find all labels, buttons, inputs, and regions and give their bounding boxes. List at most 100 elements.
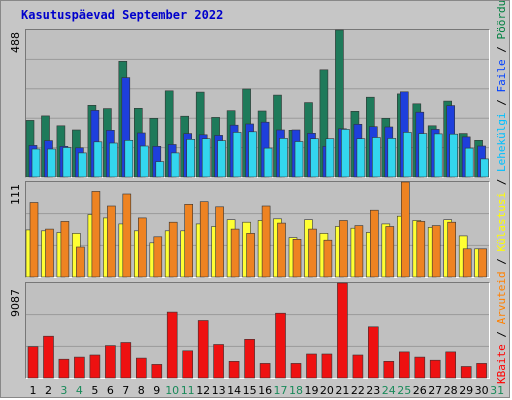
day-label: 28 xyxy=(443,384,458,397)
day-label: 24 xyxy=(381,384,396,397)
pages-bar xyxy=(124,140,134,178)
kbytes-bar xyxy=(58,358,70,379)
day-label: 27 xyxy=(428,384,443,397)
kbytes-bar xyxy=(414,356,426,379)
day-label: 5 xyxy=(91,384,99,397)
pages-bar xyxy=(387,138,397,178)
day-label: 17 xyxy=(273,384,288,397)
day-label: 23 xyxy=(366,384,381,397)
bytes-panel xyxy=(25,282,490,379)
day-label: 9 xyxy=(153,384,161,397)
legend-separator: / xyxy=(495,324,508,345)
legend-entry: KBaite xyxy=(495,344,508,384)
pages-bar xyxy=(47,148,56,178)
sites-bar xyxy=(385,226,395,278)
pages-bar xyxy=(201,138,211,178)
kbytes-bar xyxy=(290,363,302,379)
sites-bar xyxy=(292,239,302,278)
kbytes-bar xyxy=(120,342,132,379)
pages-bar xyxy=(263,147,273,178)
pages-bar xyxy=(325,138,335,178)
sites-bar xyxy=(261,205,271,278)
day-label: 3 xyxy=(60,384,68,397)
day-label: 2 xyxy=(45,384,52,397)
pages-bar xyxy=(341,129,350,178)
kbytes-bar xyxy=(429,359,441,379)
kbytes-bar xyxy=(136,357,147,379)
day-label: 1 xyxy=(29,384,37,397)
pages-bar xyxy=(155,161,165,178)
pages-bar xyxy=(78,152,87,178)
kbytes-bar xyxy=(182,350,193,379)
day-label: 10 xyxy=(165,384,180,397)
day-label: 31 xyxy=(490,384,505,397)
sites-bar xyxy=(168,221,178,278)
pages-bar xyxy=(232,132,242,178)
pages-bar xyxy=(433,133,443,178)
kbytes-bar xyxy=(166,311,178,379)
kbytes-bar xyxy=(460,366,472,379)
pages-bar xyxy=(170,152,180,178)
sites-bar xyxy=(447,221,457,278)
pages-bar xyxy=(418,133,428,178)
pages-bar xyxy=(248,131,257,178)
sites-bar xyxy=(230,228,240,278)
day-label: 14 xyxy=(227,384,242,397)
legend-entry: Faile xyxy=(495,59,508,93)
pages-bar xyxy=(356,138,366,178)
day-label: 22 xyxy=(350,384,365,397)
legend-separator: / xyxy=(495,92,508,113)
kbytes-bar xyxy=(352,354,364,379)
pages-bar xyxy=(449,133,459,178)
day-label: 18 xyxy=(289,384,303,397)
kbytes-bar xyxy=(105,345,116,379)
kbytes-bar xyxy=(476,363,487,379)
legend-separator: / xyxy=(495,251,508,272)
day-label: 12 xyxy=(196,384,211,397)
pages-bar xyxy=(186,139,195,178)
kbytes-bar xyxy=(337,282,348,379)
sites-bar xyxy=(246,233,255,278)
day-label: 16 xyxy=(258,384,273,397)
chart-legend: KBaite / Arvuteid / Külastusi / Lehekülg… xyxy=(495,0,508,384)
kbytes-bar xyxy=(228,360,240,379)
kbytes-bar xyxy=(398,351,410,379)
pages-bar xyxy=(464,147,474,178)
sites-bar xyxy=(354,225,364,278)
sites-bar xyxy=(60,221,70,278)
sites-bar xyxy=(45,228,54,278)
sites-bar xyxy=(199,201,209,278)
pages-bar xyxy=(310,138,319,178)
kbytes-bar xyxy=(213,344,224,379)
kbytes-bar xyxy=(151,364,163,379)
kbytes-bar xyxy=(43,335,54,379)
day-label: 30 xyxy=(474,384,489,397)
kbytes-bar xyxy=(244,338,255,379)
kbytes-bar xyxy=(383,360,395,379)
kbytes-bar xyxy=(197,320,209,379)
kbytes-bar xyxy=(89,354,101,379)
pages-bar xyxy=(371,137,381,178)
pages-bar xyxy=(294,141,304,178)
legend-separator: / xyxy=(495,39,508,60)
sites-bar xyxy=(478,248,487,278)
pages-bar xyxy=(62,147,72,178)
legend-entry: Külastusi xyxy=(495,191,508,252)
kbytes-bar xyxy=(259,363,271,379)
day-label: 13 xyxy=(211,384,226,397)
sites-bar xyxy=(91,191,101,278)
day-label: 7 xyxy=(122,384,130,397)
day-label: 11 xyxy=(180,384,195,397)
day-label: 6 xyxy=(106,384,114,397)
day-label: 25 xyxy=(397,384,412,397)
legend-separator: / xyxy=(495,172,508,192)
kbytes-bar xyxy=(445,351,457,379)
sites-bar xyxy=(323,239,333,278)
day-label: 15 xyxy=(242,384,257,397)
sites-bar xyxy=(76,246,85,278)
kbytes-bar xyxy=(27,346,39,379)
kbytes-bar xyxy=(275,312,286,379)
legend-entry: Pöördumisi xyxy=(495,0,508,40)
